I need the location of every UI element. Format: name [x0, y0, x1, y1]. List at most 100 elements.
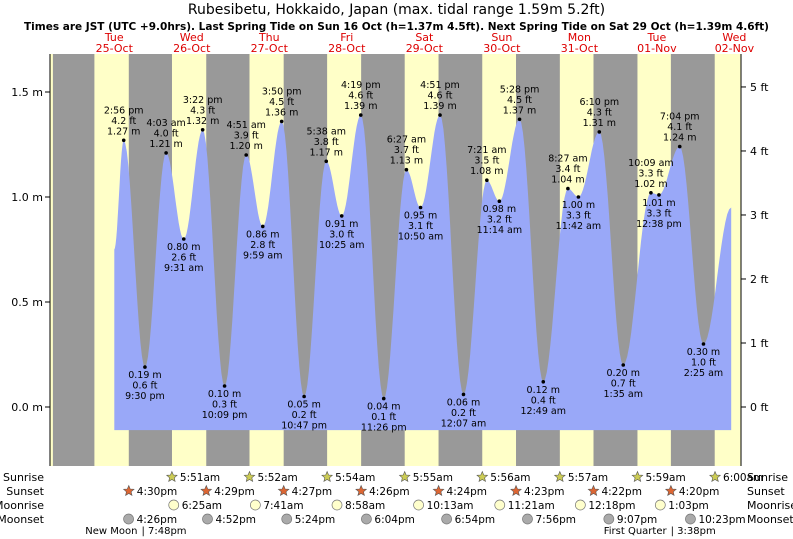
tide-ft-label: 4.1 ft [667, 122, 692, 133]
moonset-row-label-right: Moonset [747, 513, 793, 526]
moonset-icon [603, 513, 615, 525]
tide-m-label: 1.04 m [551, 175, 584, 186]
tide-time-label: 9:30 pm [125, 391, 165, 402]
tide-m-label: 0.06 m [447, 397, 480, 408]
moonset-icon [123, 513, 134, 525]
tide-time-label: 12:38 pm [636, 219, 682, 230]
day-date: 01-Nov [637, 42, 677, 55]
tide-m-label: 1.21 m [149, 139, 182, 150]
moonrise-icon [331, 499, 343, 511]
moonset-row-label-left: Moonset [0, 513, 45, 526]
sunrise-time: 5:51am [180, 472, 220, 484]
day-date: 29-Oct [406, 42, 444, 55]
day-date: 30-Oct [483, 42, 521, 55]
tide-time-label: 6:10 pm [579, 97, 619, 108]
tide-ft-label: 0.2 ft [292, 410, 317, 421]
moonrise-time: 10:13am [427, 500, 474, 512]
moonrise-icon [574, 499, 586, 511]
tide-labels: 2:56 pm4.2 ft1.27 m 0.19 m0.6 ft9:30 pm 4:… [104, 80, 723, 434]
tide-m-label: 1.17 m [310, 147, 343, 158]
tide-time-label: 10:09 am [628, 158, 673, 169]
tide-m-label: 1.02 m [634, 179, 667, 190]
tide-time-label: 11:26 pm [361, 423, 407, 434]
tide-m-label: 0.91 m [325, 219, 358, 230]
tide-point [324, 159, 329, 164]
tide-m-label: 1.37 m [503, 105, 536, 116]
tide-ft-label: 4.5 ft [507, 95, 532, 106]
tide-ft-label: 0.7 ft [611, 379, 636, 390]
sunset-row-label-right: Sunset [747, 485, 785, 498]
day-date: 02-Nov [715, 42, 755, 55]
tide-m-label: 1.27 m [107, 126, 140, 137]
tide-point [121, 138, 126, 143]
moonset-time: 6:04pm [374, 514, 414, 526]
tide-m-label: 1.36 m [265, 107, 298, 118]
moon-phase-label: New Moon [85, 526, 137, 537]
sunrise-time: 5:52am [257, 472, 297, 484]
tide-time-label: 9:59 am [243, 250, 282, 261]
moonrise-time: 6:25am [182, 500, 222, 512]
tide-m-label: 0.30 m [687, 347, 720, 358]
moonset-icon [202, 513, 213, 525]
tide-point [418, 205, 423, 210]
sunset-icon [122, 484, 135, 497]
tide-time-label: 10:25 am [319, 240, 364, 251]
tide-m-label: 0.80 m [167, 242, 200, 253]
sunset-icon [432, 484, 445, 497]
tide-point [541, 380, 546, 384]
sunrise-icon [321, 470, 334, 483]
tide-point [461, 392, 466, 397]
tide-m-label: 1.32 m [186, 116, 219, 127]
sunrise-icon [709, 470, 722, 483]
moon-phase-time: | 7:48pm [141, 526, 186, 537]
tide-time-label: 8:27 am [548, 154, 587, 165]
tide-point [677, 144, 682, 149]
tide-ft-label: 3.8 ft [314, 137, 339, 148]
left-tick-label: 1.5 m [11, 86, 43, 99]
tide-m-label: 0.12 m [527, 385, 560, 396]
sunset-time: 4:24pm [447, 486, 487, 498]
moonrise-time: 11:21am [508, 500, 555, 512]
tide-point [164, 151, 168, 155]
night-band [52, 54, 95, 466]
day-weekday: Tue [104, 31, 124, 44]
tide-point [621, 363, 626, 367]
tide-point [485, 178, 489, 182]
sunset-icon [355, 484, 368, 497]
tide-point [517, 117, 522, 122]
tide-m-label: 1.31 m [583, 118, 616, 129]
moonset-icon [522, 513, 533, 525]
moonset-time: 9:07pm [617, 514, 657, 526]
sunset-icon [200, 484, 213, 497]
tide-ft-label: 3.2 ft [487, 215, 512, 226]
tide-point [339, 214, 344, 218]
tide-ft-label: 2.6 ft [171, 253, 196, 264]
tide-m-label: 1.01 m [642, 198, 675, 209]
tide-point [358, 113, 363, 117]
tide-point [244, 153, 249, 157]
tide-time-label: 10:47 pm [281, 421, 327, 432]
tide-point [438, 113, 442, 117]
day-weekday: Sat [415, 31, 434, 44]
sunrise-time: 5:59am [645, 472, 685, 484]
moonset-icon [685, 513, 696, 525]
moonset-icon [361, 513, 372, 525]
tide-m-label: 1.20 m [229, 141, 262, 152]
right-tick-label: 1 ft [750, 337, 769, 350]
tide-time-label: 3:22 pm [183, 95, 223, 106]
tide-ft-label: 4.0 ft [154, 128, 179, 139]
moonrise-time: 12:18pm [588, 500, 635, 512]
chart-subtitle: Times are JST (UTC +9.0hrs). Last Spring… [24, 21, 769, 33]
tide-ft-label: 3.3 ft [646, 208, 671, 219]
tide-time-label: 12:07 am [441, 418, 486, 429]
moon-phase-label: First Quarter [604, 526, 668, 537]
sunrise-icon [243, 470, 256, 483]
sunrise-icon [398, 470, 411, 483]
tide-time-label: 7:21 am [467, 145, 506, 156]
tide-time-label: 11:14 am [477, 225, 522, 236]
tide-m-label: 0.04 m [367, 402, 400, 413]
sunset-icon [510, 484, 522, 497]
tide-area-path [114, 115, 732, 431]
day-weekday: Mon [568, 31, 591, 44]
